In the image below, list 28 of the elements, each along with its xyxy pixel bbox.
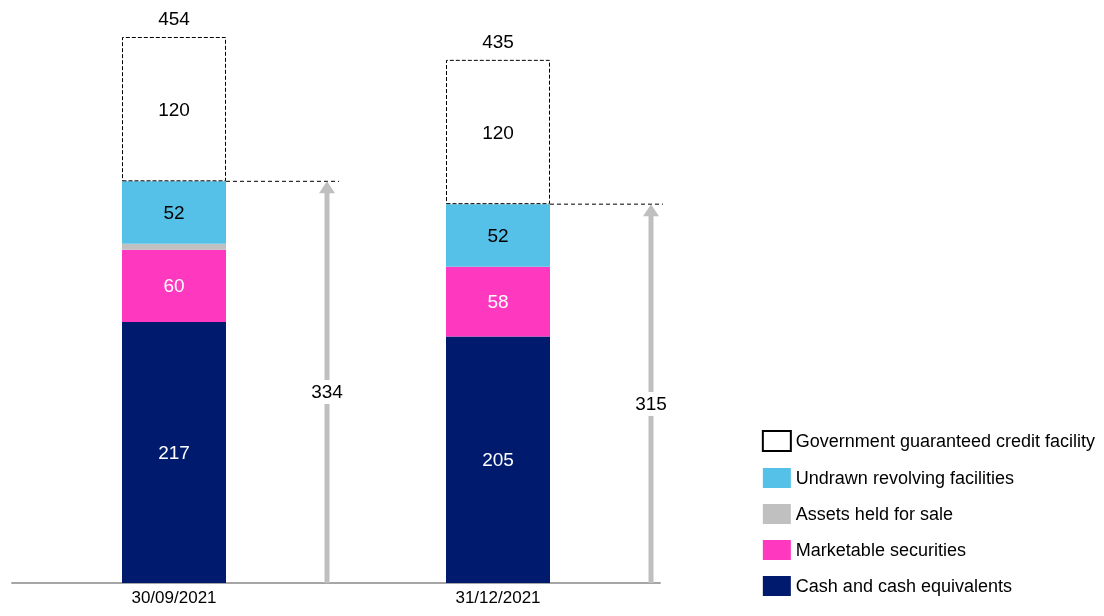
bar bbox=[446, 336, 550, 583]
bar bbox=[122, 322, 226, 583]
data-label: 52 bbox=[487, 224, 509, 246]
legend-label: Marketable securities bbox=[795, 540, 966, 560]
data-label: 60 bbox=[163, 275, 185, 297]
bar bbox=[446, 59, 550, 205]
data-label: 58 bbox=[487, 291, 509, 313]
total-label: 454 bbox=[158, 7, 190, 31]
x-tick-label: 30/09/2021 bbox=[131, 588, 217, 607]
bar bbox=[122, 243, 226, 250]
data-label: 120 bbox=[158, 98, 190, 120]
data-label: 217 bbox=[158, 442, 190, 464]
data-label: 120 bbox=[482, 121, 514, 143]
bar bbox=[122, 181, 226, 244]
data-label: 52 bbox=[163, 202, 185, 224]
bar bbox=[122, 249, 226, 323]
legend-label: Cash and cash equivalents bbox=[795, 576, 1012, 596]
annotation: 334 bbox=[311, 380, 343, 405]
legend-label: Undrawn revolving facilities bbox=[795, 468, 1014, 488]
annotation: 315 bbox=[635, 391, 667, 416]
legend-label: Government guaranteed credit facility bbox=[795, 431, 1095, 451]
bar bbox=[446, 204, 550, 267]
bar bbox=[122, 37, 226, 182]
bar bbox=[446, 266, 550, 337]
legend-label: Assets held for sale bbox=[795, 504, 953, 524]
data-label: 205 bbox=[482, 449, 514, 471]
x-tick-label: 31/12/2021 bbox=[455, 588, 541, 607]
total-label: 435 bbox=[482, 29, 514, 54]
